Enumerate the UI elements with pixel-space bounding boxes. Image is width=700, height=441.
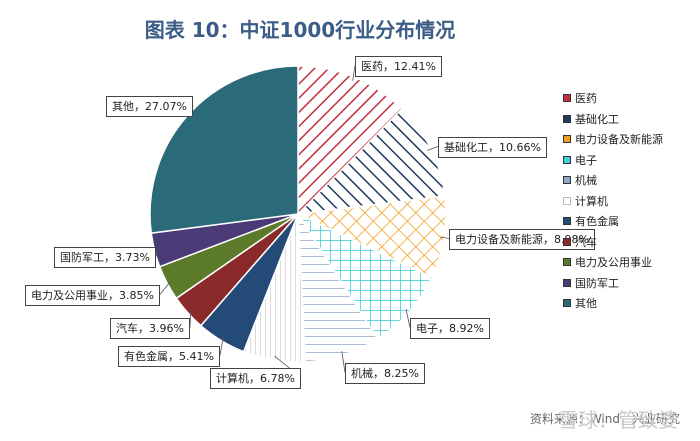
legend-swatch-4	[563, 155, 571, 164]
pie-slice-11	[149, 65, 299, 234]
leader-line-8	[189, 310, 192, 328]
legend: 医药基础化工电力设备及新能源 电子机械计算机有色金属汽车电力及公用事业 国防军工其他	[563, 88, 663, 314]
leader-line-1	[352, 65, 356, 81]
legend-swatch-8	[563, 237, 571, 246]
legend-swatch-1	[563, 94, 571, 103]
slice-label-4: 电子，8.92%	[410, 318, 490, 339]
legend-swatch-3	[563, 135, 571, 144]
legend-item-4: 电子	[563, 150, 663, 171]
legend-label-6: 计算机	[575, 194, 608, 208]
legend-swatch-6	[563, 196, 571, 205]
leader-line-9	[159, 280, 171, 295]
legend-swatch-2	[563, 114, 571, 123]
legend-item-9: 电力及公用事业	[563, 252, 663, 273]
pie-slice-4	[295, 212, 433, 340]
legend-label-11: 其他	[575, 297, 597, 311]
legend-swatch-5	[563, 176, 571, 185]
legend-swatch-11	[563, 299, 571, 308]
slice-label-6: 计算机，6.78%	[210, 368, 301, 389]
legend-item-2: 基础化工	[563, 109, 663, 130]
leader-line-7	[219, 336, 224, 356]
slice-label-3: 电力设备及新能源，8.98%	[449, 229, 595, 250]
slice-label-10: 国防军工，3.73%	[54, 247, 156, 268]
legend-item-5: 机械	[563, 170, 663, 191]
legend-item-6: 计算机	[563, 191, 663, 212]
legend-label-1: 医药	[575, 92, 597, 106]
chart-title: 图表 10：中证1000行业分布情况	[144, 18, 456, 42]
legend-label-9: 电力及公用事业	[575, 256, 652, 270]
legend-item-1: 医药	[563, 88, 663, 109]
leader-line-3	[440, 236, 450, 239]
legend-item-3: 电力设备及新能源	[563, 129, 663, 150]
slice-label-1: 医药，12.41%	[355, 56, 442, 77]
legend-item-8: 汽车	[563, 232, 663, 253]
legend-label-2: 基础化工	[575, 112, 619, 126]
slice-label-5: 机械，8.25%	[345, 363, 425, 384]
leader-line-2	[427, 146, 439, 151]
legend-item-11: 其他	[563, 293, 663, 314]
source-note: 资料来源：Wind，兴业研究	[529, 412, 680, 426]
legend-swatch-10	[563, 278, 571, 287]
leader-line-10	[155, 249, 159, 257]
slice-label-11: 其他，27.07%	[106, 96, 193, 117]
legend-label-3: 电力设备及新能源	[575, 133, 663, 147]
leader-line-5	[341, 351, 346, 373]
slice-label-8: 汽车，3.96%	[110, 318, 190, 339]
legend-item-10: 国防军工	[563, 273, 663, 294]
legend-label-10: 国防军工	[575, 276, 619, 290]
legend-label-5: 机械	[575, 174, 597, 188]
legend-item-7: 有色金属	[563, 211, 663, 232]
pie-slice-1	[297, 65, 404, 216]
slice-label-2: 基础化工，10.66%	[438, 137, 547, 158]
legend-label-8: 汽车	[575, 235, 597, 249]
legend-label-7: 有色金属	[575, 215, 619, 229]
legend-swatch-9	[563, 258, 571, 267]
legend-swatch-7	[563, 217, 571, 226]
slice-label-9: 电力及公用事业，3.85%	[25, 285, 160, 306]
leader-line-4	[405, 309, 411, 328]
watermark: 雪球：管致婆	[558, 408, 678, 432]
slice-label-7: 有色金属，5.41%	[118, 346, 220, 367]
legend-label-4: 电子	[575, 153, 597, 167]
